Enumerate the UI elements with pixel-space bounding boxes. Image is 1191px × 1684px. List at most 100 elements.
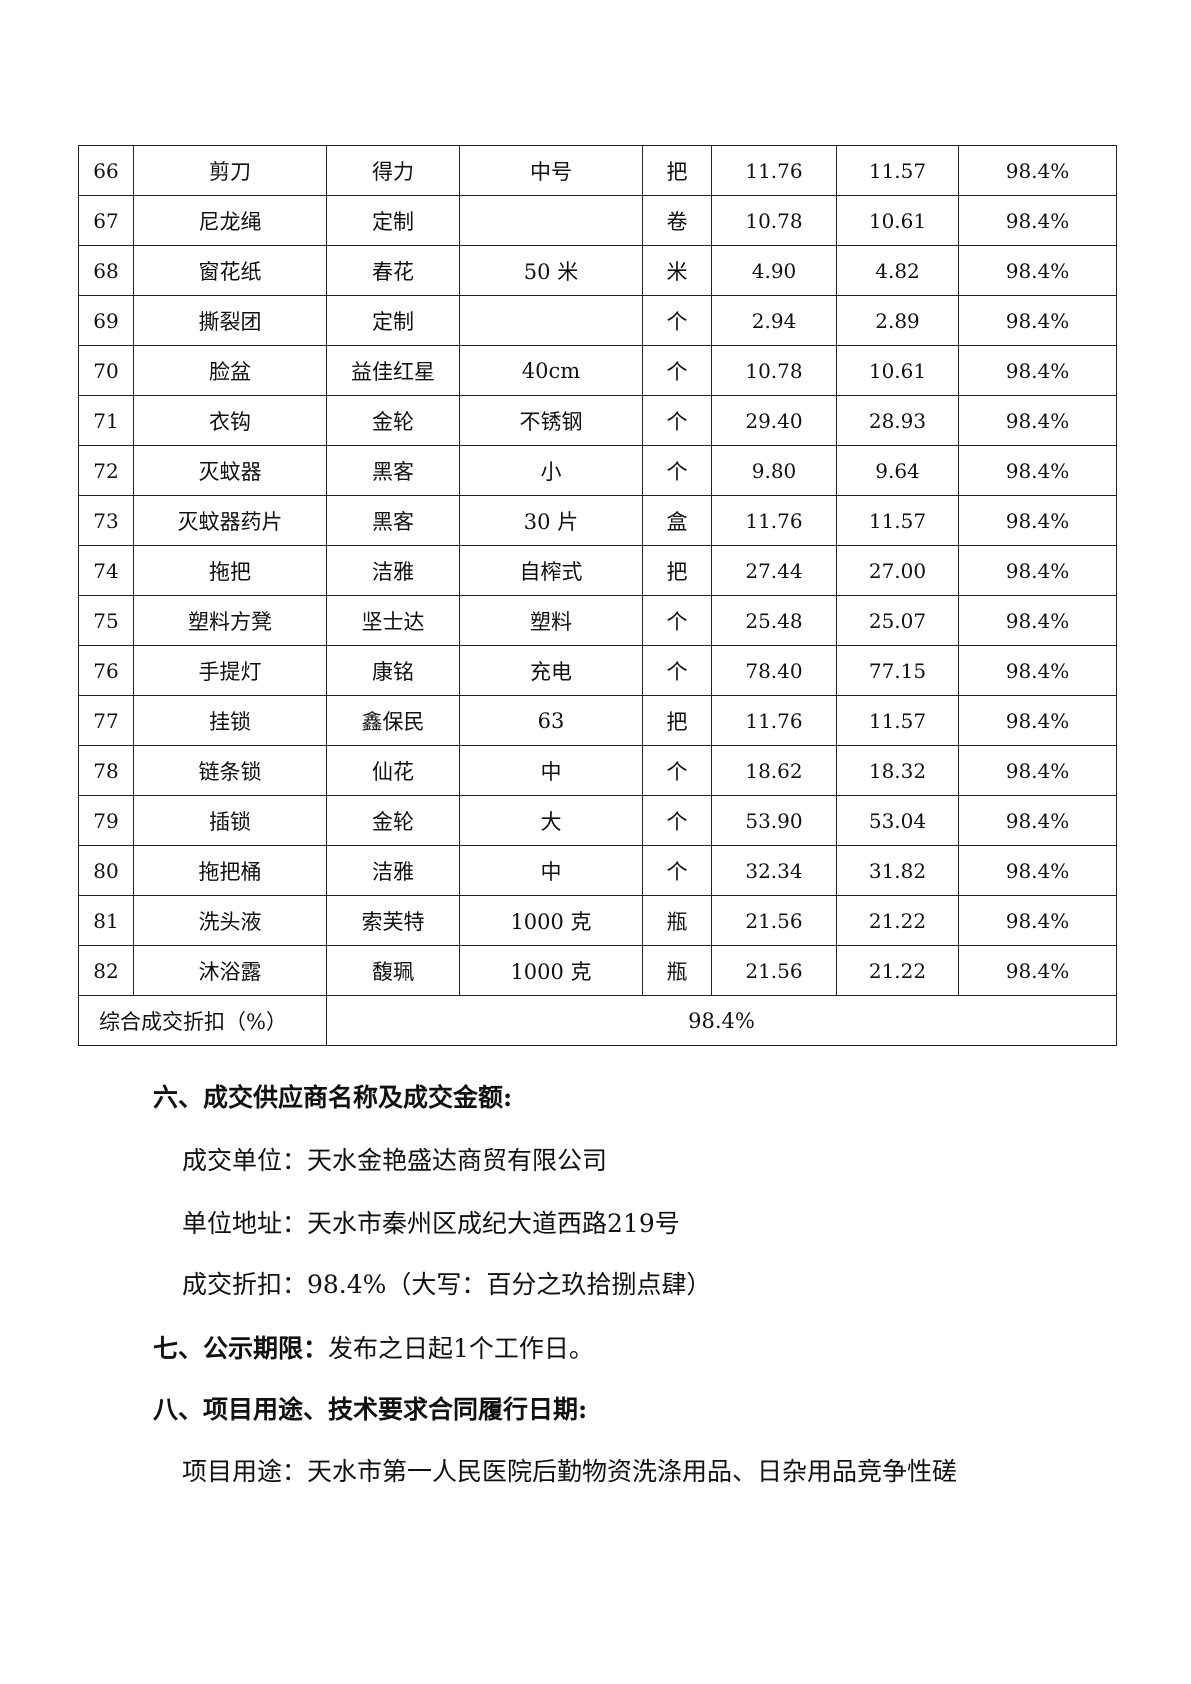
- table-cell: 98.4%: [958, 645, 1117, 696]
- table-cell: 27.00: [836, 545, 959, 596]
- table-cell: 63: [459, 695, 643, 746]
- table-row: 68 窗花纸 春花 50 米米 4.90 4.82 98.4%: [78, 245, 1117, 296]
- table-cell: 春花: [326, 245, 460, 296]
- table-cell: 个: [642, 645, 712, 696]
- table-cell: 衣钩: [133, 395, 327, 446]
- table-cell: 30 片: [459, 495, 643, 546]
- table-cell: 洁雅: [326, 845, 460, 896]
- table-cell: 98.4%: [958, 145, 1117, 196]
- table-cell: 80: [78, 845, 134, 896]
- table-cell: 98.4%: [958, 295, 1117, 346]
- table-row: 67 尼龙绳 定制 卷 10.78 10.61 98.4%: [78, 195, 1117, 246]
- table-cell: 中: [459, 845, 643, 896]
- table-cell: 个: [642, 795, 712, 846]
- table-row: 79 插锁 金轮大个 53.90 53.04 98.4%: [78, 795, 1117, 846]
- table-cell: 98.4%: [958, 895, 1117, 946]
- unit-address: 单位地址：天水市秦州区成纪大道西路219号: [182, 1209, 680, 1238]
- table-cell: 11.76: [711, 495, 837, 546]
- table-cell: 4.82: [836, 245, 959, 296]
- table-row: 78 链条锁 仙花中个 18.62 18.32 98.4%: [78, 745, 1117, 796]
- table-cell: 小: [459, 445, 643, 496]
- table-cell: 98.4%: [958, 795, 1117, 846]
- table-cell: 21.22: [836, 895, 959, 946]
- table-cell: 坚士达: [326, 595, 460, 646]
- table-cell: 10.78: [711, 345, 837, 396]
- table-cell: 11.57: [836, 495, 959, 546]
- table-cell: 2.94: [711, 295, 837, 346]
- table-row: 72 灭蚊器 黑客小个 9.80 9.64 98.4%: [78, 445, 1117, 496]
- table-cell: 66: [78, 145, 134, 196]
- table-cell: 定制: [326, 295, 460, 346]
- table-cell: 98.4%: [958, 395, 1117, 446]
- table-cell: 67: [78, 195, 134, 246]
- table-cell: 不锈钢: [459, 395, 643, 446]
- section-7-title: 七、公示期限：: [153, 1334, 329, 1363]
- table-cell: 灭蚊器: [133, 445, 327, 496]
- table-cell: 鑫保民: [326, 695, 460, 746]
- table-cell: 74: [78, 545, 134, 596]
- table-cell: 78.40: [711, 645, 837, 696]
- table-cell: 11.57: [836, 145, 959, 196]
- section-7: 七、公示期限：发布之日起1个工作日。: [153, 1329, 594, 1365]
- table-cell: 98.4%: [958, 545, 1117, 596]
- table-cell: 11.76: [711, 145, 837, 196]
- table-cell: 21.56: [711, 895, 837, 946]
- table-cell: 73: [78, 495, 134, 546]
- table-row: 75 塑料方凳 坚士达 塑料个 25.48 25.07 98.4%: [78, 595, 1117, 646]
- table-cell: 金轮: [326, 795, 460, 846]
- table-cell: 馥珮: [326, 945, 460, 996]
- table-row: 74 拖把 洁雅 自榨式把 27.44 27.00 98.4%: [78, 545, 1117, 596]
- table-cell: 盒: [642, 495, 712, 546]
- section-7-text: 发布之日起1个工作日。: [328, 1334, 594, 1363]
- table-cell: 11.76: [711, 695, 837, 746]
- table-cell: 40cm: [459, 345, 643, 396]
- table-cell: 个: [642, 445, 712, 496]
- table-cell: 充电: [459, 645, 643, 696]
- table-cell: 索芙特: [326, 895, 460, 946]
- table-cell: 米: [642, 245, 712, 296]
- table-cell: 手提灯: [133, 645, 327, 696]
- table-cell: 洗头液: [133, 895, 327, 946]
- table-cell: 瓶: [642, 895, 712, 946]
- table-cell: 自榨式: [459, 545, 643, 596]
- deal-discount: 成交折扣：98.4%（大写：百分之玖拾捌点肆）: [182, 1270, 712, 1299]
- table-cell: 77: [78, 695, 134, 746]
- table-cell: 黑客: [326, 445, 460, 496]
- table-cell: 98.4%: [958, 745, 1117, 796]
- table-cell: 拖把: [133, 545, 327, 596]
- table-cell: 得力: [326, 145, 460, 196]
- table-cell: 68: [78, 245, 134, 296]
- table-cell: 69: [78, 295, 134, 346]
- summary-label: 综合成交折扣（%）: [78, 995, 327, 1046]
- table-cell: 中: [459, 745, 643, 796]
- table-cell: 78: [78, 745, 134, 796]
- table-cell: 把: [642, 145, 712, 196]
- table-cell: 98.4%: [958, 845, 1117, 896]
- table-cell: 27.44: [711, 545, 837, 596]
- table-row: 71 衣钩 金轮 不锈钢个 29.40 28.93 98.4%: [78, 395, 1117, 446]
- table-row: 76 手提灯 康铭 充电个 78.40 77.15 98.4%: [78, 645, 1117, 696]
- table-cell: 98.4%: [958, 195, 1117, 246]
- table-row: 66 剪刀 得力 中号把 11.76 11.57 98.4%: [78, 145, 1117, 196]
- table-cell: 98.4%: [958, 495, 1117, 546]
- table-cell: 32.34: [711, 845, 837, 896]
- table-cell: 把: [642, 545, 712, 596]
- summary-value: 98.4%: [326, 995, 1117, 1046]
- table-row: 80 拖把桶 洁雅中个 32.34 31.82 98.4%: [78, 845, 1117, 896]
- table-cell: 塑料方凳: [133, 595, 327, 646]
- table-row: 82 沐浴露 馥珮 1000 克瓶 21.56 21.22 98.4%: [78, 945, 1117, 996]
- table-row: 77 挂锁 鑫保民 63 把 11.76 11.57 98.4%: [78, 695, 1117, 746]
- table-cell: 定制: [326, 195, 460, 246]
- table-row: 73 灭蚊器药片 黑客 30 片盒 11.76 11.57 98.4%: [78, 495, 1117, 546]
- table-cell: 2.89: [836, 295, 959, 346]
- table-cell: 29.40: [711, 395, 837, 446]
- table-cell: 个: [642, 745, 712, 796]
- summary-row: 综合成交折扣（%） 98.4%: [78, 995, 1117, 1046]
- table-cell: 98.4%: [958, 695, 1117, 746]
- table-row: 69 撕裂团 定制 个 2.94 2.89 98.4%: [78, 295, 1117, 346]
- table-cell: 灭蚊器药片: [133, 495, 327, 546]
- table-cell: 个: [642, 395, 712, 446]
- table-cell: 77.15: [836, 645, 959, 696]
- table-cell: 仙花: [326, 745, 460, 796]
